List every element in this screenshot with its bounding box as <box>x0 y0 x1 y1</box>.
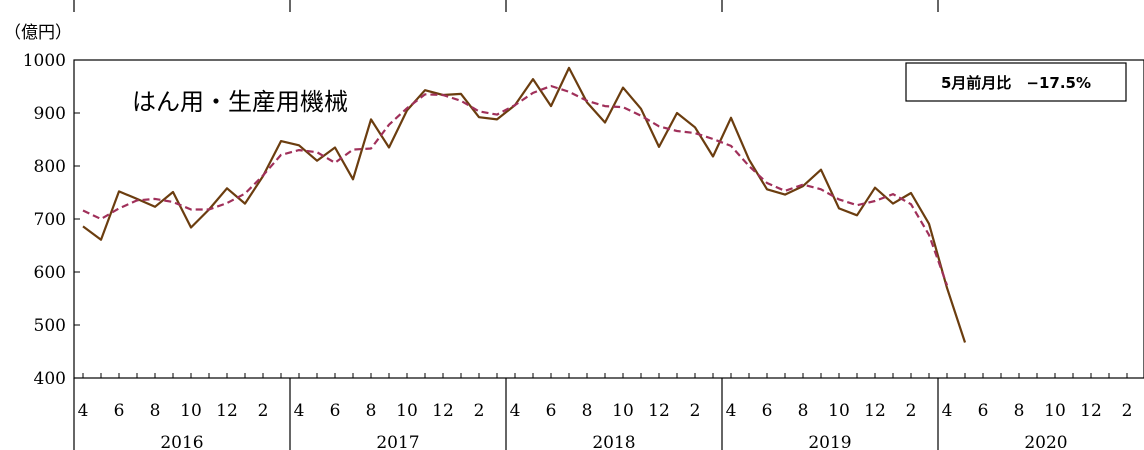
x-month-label: 10 <box>1044 401 1066 421</box>
annotation-text: 5月前月比 −17.5% <box>941 74 1091 92</box>
x-month-label: 4 <box>78 401 89 421</box>
x-year-label: 2018 <box>592 433 635 450</box>
x-month-label: 2 <box>690 401 701 421</box>
y-tick-label: 800 <box>34 157 66 177</box>
x-month-label: 6 <box>114 401 125 421</box>
x-month-label: 8 <box>1014 401 1025 421</box>
x-month-label: 4 <box>294 401 305 421</box>
x-month-label: 6 <box>330 401 341 421</box>
x-month-label: 4 <box>510 401 521 421</box>
y-tick-label: 900 <box>34 104 66 124</box>
y-tick-label: 500 <box>34 316 66 336</box>
series-line-dashed <box>82 84 949 286</box>
x-year-label: 2016 <box>160 433 203 450</box>
x-month-label: 2 <box>258 401 269 421</box>
y-axis-ticks: 400 500 600 700 800 900 1000 <box>23 51 80 389</box>
x-month-label: 10 <box>612 401 634 421</box>
annotation-box: 5月前月比 −17.5% <box>905 62 1127 102</box>
x-month-label: 12 <box>1080 401 1102 421</box>
y-axis-unit-label: （億円） <box>4 23 72 43</box>
x-month-label: 8 <box>366 401 377 421</box>
x-month-label: 2 <box>474 401 485 421</box>
x-month-label: 12 <box>432 401 454 421</box>
x-month-label: 6 <box>762 401 773 421</box>
series-line-solid <box>82 66 967 343</box>
x-year-label: 2020 <box>1024 433 1067 450</box>
y-tick-label: 400 <box>34 369 66 389</box>
x-year-label: 2017 <box>376 433 419 450</box>
x-month-label: 6 <box>546 401 557 421</box>
x-month-label: 12 <box>648 401 670 421</box>
chart-title: はん用・生産用機械 <box>132 88 348 116</box>
x-month-label: 6 <box>978 401 989 421</box>
x-month-label: 10 <box>396 401 418 421</box>
y-tick-label: 600 <box>34 263 66 283</box>
x-month-label: 4 <box>942 401 953 421</box>
series-lines <box>82 66 967 343</box>
x-month-label: 8 <box>582 401 593 421</box>
x-month-label: 12 <box>216 401 238 421</box>
x-month-label: 10 <box>180 401 202 421</box>
x-month-label: 2 <box>906 401 917 421</box>
x-month-label: 8 <box>150 401 161 421</box>
x-month-label: 10 <box>828 401 850 421</box>
y-tick-label: 700 <box>34 210 66 230</box>
x-year-label: 2019 <box>808 433 851 450</box>
x-month-label: 4 <box>726 401 737 421</box>
x-month-label: 8 <box>798 401 809 421</box>
y-tick-label: 1000 <box>23 51 66 71</box>
x-month-label: 2 <box>1122 401 1133 421</box>
x-month-label: 12 <box>864 401 886 421</box>
